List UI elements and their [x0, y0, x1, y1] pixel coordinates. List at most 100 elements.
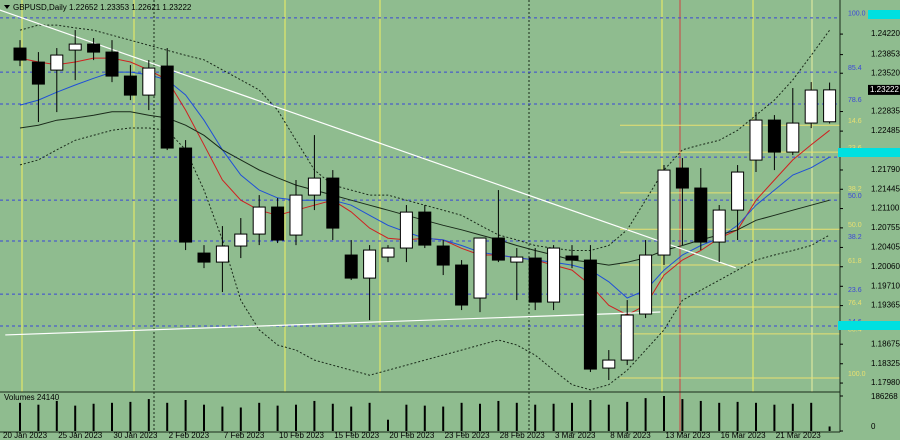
x-tick-label: 15 Feb 2023 — [334, 431, 379, 440]
candle-body — [399, 211, 413, 249]
fib-label: 100.0 — [848, 11, 866, 18]
fib-label: 85.4 — [848, 327, 862, 334]
y-tick-label: 1.24220 — [871, 29, 900, 38]
candle-body — [786, 122, 800, 153]
y-tick-label: 1.23520 — [871, 68, 900, 77]
candle-body — [675, 167, 689, 189]
candle-body — [68, 43, 82, 51]
y-tick-label: 1.19365 — [871, 301, 900, 310]
candle-body — [307, 177, 321, 196]
candle-body — [326, 177, 340, 229]
fib-label: 14.6 — [848, 118, 862, 125]
candle-body — [363, 249, 377, 279]
fib-label: 50.0 — [848, 193, 862, 200]
candle-body — [179, 147, 193, 243]
y-tick-label: 1.22485 — [871, 126, 900, 135]
x-tick-label: 13 Mar 2023 — [665, 431, 710, 440]
y-tick-label: 1.17980 — [871, 378, 900, 387]
candle-body — [528, 257, 542, 303]
fib-label: 50.0 — [848, 222, 862, 229]
candle-body — [31, 61, 45, 85]
x-tick-label: 10 Feb 2023 — [279, 431, 324, 440]
candle-body — [583, 259, 597, 370]
trendline — [5, 311, 661, 336]
candle-body — [436, 245, 450, 266]
fib-label: 85.4 — [848, 65, 862, 72]
volume-y-tick-label: 186268 — [871, 392, 898, 401]
candle-body — [510, 256, 524, 263]
candle-body — [271, 206, 285, 241]
x-tick-label: 20 Jan 2023 — [3, 431, 48, 440]
x-tick-label: 25 Jan 2023 — [58, 431, 103, 440]
candle-body — [289, 194, 303, 236]
price-marker — [838, 321, 900, 330]
fib-label: 76.4 — [848, 300, 862, 307]
price-marker — [868, 10, 900, 19]
candle-body — [602, 359, 616, 369]
trendline — [0, 9, 736, 269]
chart-title: GBPUSD,Daily 1.22652 1.23353 1.22621 1.2… — [13, 3, 192, 12]
fib-label: 23.6 — [848, 287, 862, 294]
fib-label: 100.0 — [848, 371, 866, 378]
candle-body — [418, 211, 432, 246]
candle-body — [123, 75, 137, 96]
candle-body — [657, 169, 671, 256]
candle-body — [731, 171, 745, 211]
candle-body — [105, 51, 119, 77]
x-tick-label: 23 Feb 2023 — [445, 431, 490, 440]
candle-body — [87, 43, 101, 53]
current-price-box — [868, 84, 900, 95]
candle-body — [50, 54, 64, 71]
candle-body — [694, 187, 708, 243]
y-tick-label: 1.21790 — [871, 165, 900, 174]
x-tick-label: 20 Feb 2023 — [389, 431, 434, 440]
menu-arrow — [4, 5, 10, 9]
fib-label: 38.2 — [848, 186, 862, 193]
y-tick-label: 1.20405 — [871, 243, 900, 252]
candle-body — [823, 89, 837, 123]
x-tick-label: 7 Feb 2023 — [224, 431, 265, 440]
candle-layer — [13, 30, 837, 431]
candle-body — [565, 255, 579, 261]
x-tick-label: 8 Mar 2023 — [610, 431, 651, 440]
y-tick-label: 1.21100 — [871, 204, 900, 213]
candle-body — [547, 247, 561, 303]
candle-body — [804, 89, 818, 124]
candle-body — [455, 264, 469, 306]
candle-body — [344, 254, 358, 279]
volume-title: Volumes 24140 — [4, 393, 60, 402]
y-tick-label: 1.20060 — [871, 262, 900, 271]
candle-body — [215, 245, 229, 263]
candle-body — [491, 237, 505, 261]
candle-body — [620, 314, 634, 361]
y-tick-label: 1.20755 — [871, 223, 900, 232]
candle-body — [749, 119, 763, 161]
fib-label: 78.6 — [848, 97, 862, 104]
x-tick-label: 2 Feb 2023 — [169, 431, 210, 440]
candle-body — [160, 65, 174, 149]
candle-body — [252, 206, 266, 235]
candle-body — [639, 254, 653, 315]
x-tick-label: 28 Feb 2023 — [500, 431, 545, 440]
x-tick-label: 21 Mar 2023 — [776, 431, 821, 440]
candle-body — [767, 119, 781, 153]
candle-body — [712, 209, 726, 243]
candle-body — [13, 47, 27, 61]
y-tick-label: 1.23853 — [871, 50, 900, 59]
candle-body — [473, 237, 487, 299]
current-price-label: 1.23222 — [870, 85, 899, 94]
candle-body — [197, 252, 211, 263]
y-tick-label: 1.18675 — [871, 339, 900, 348]
x-tick-label: 16 Mar 2023 — [721, 431, 766, 440]
y-tick-label: 1.21445 — [871, 184, 900, 193]
y-tick-label: 1.22835 — [871, 107, 900, 116]
price-marker — [838, 148, 900, 157]
candle-body — [234, 233, 248, 247]
candle-body — [381, 247, 395, 258]
y-tick-label: 1.18325 — [871, 359, 900, 368]
x-tick-label: 3 Mar 2023 — [555, 431, 596, 440]
y-tick-label: 1.19710 — [871, 281, 900, 290]
